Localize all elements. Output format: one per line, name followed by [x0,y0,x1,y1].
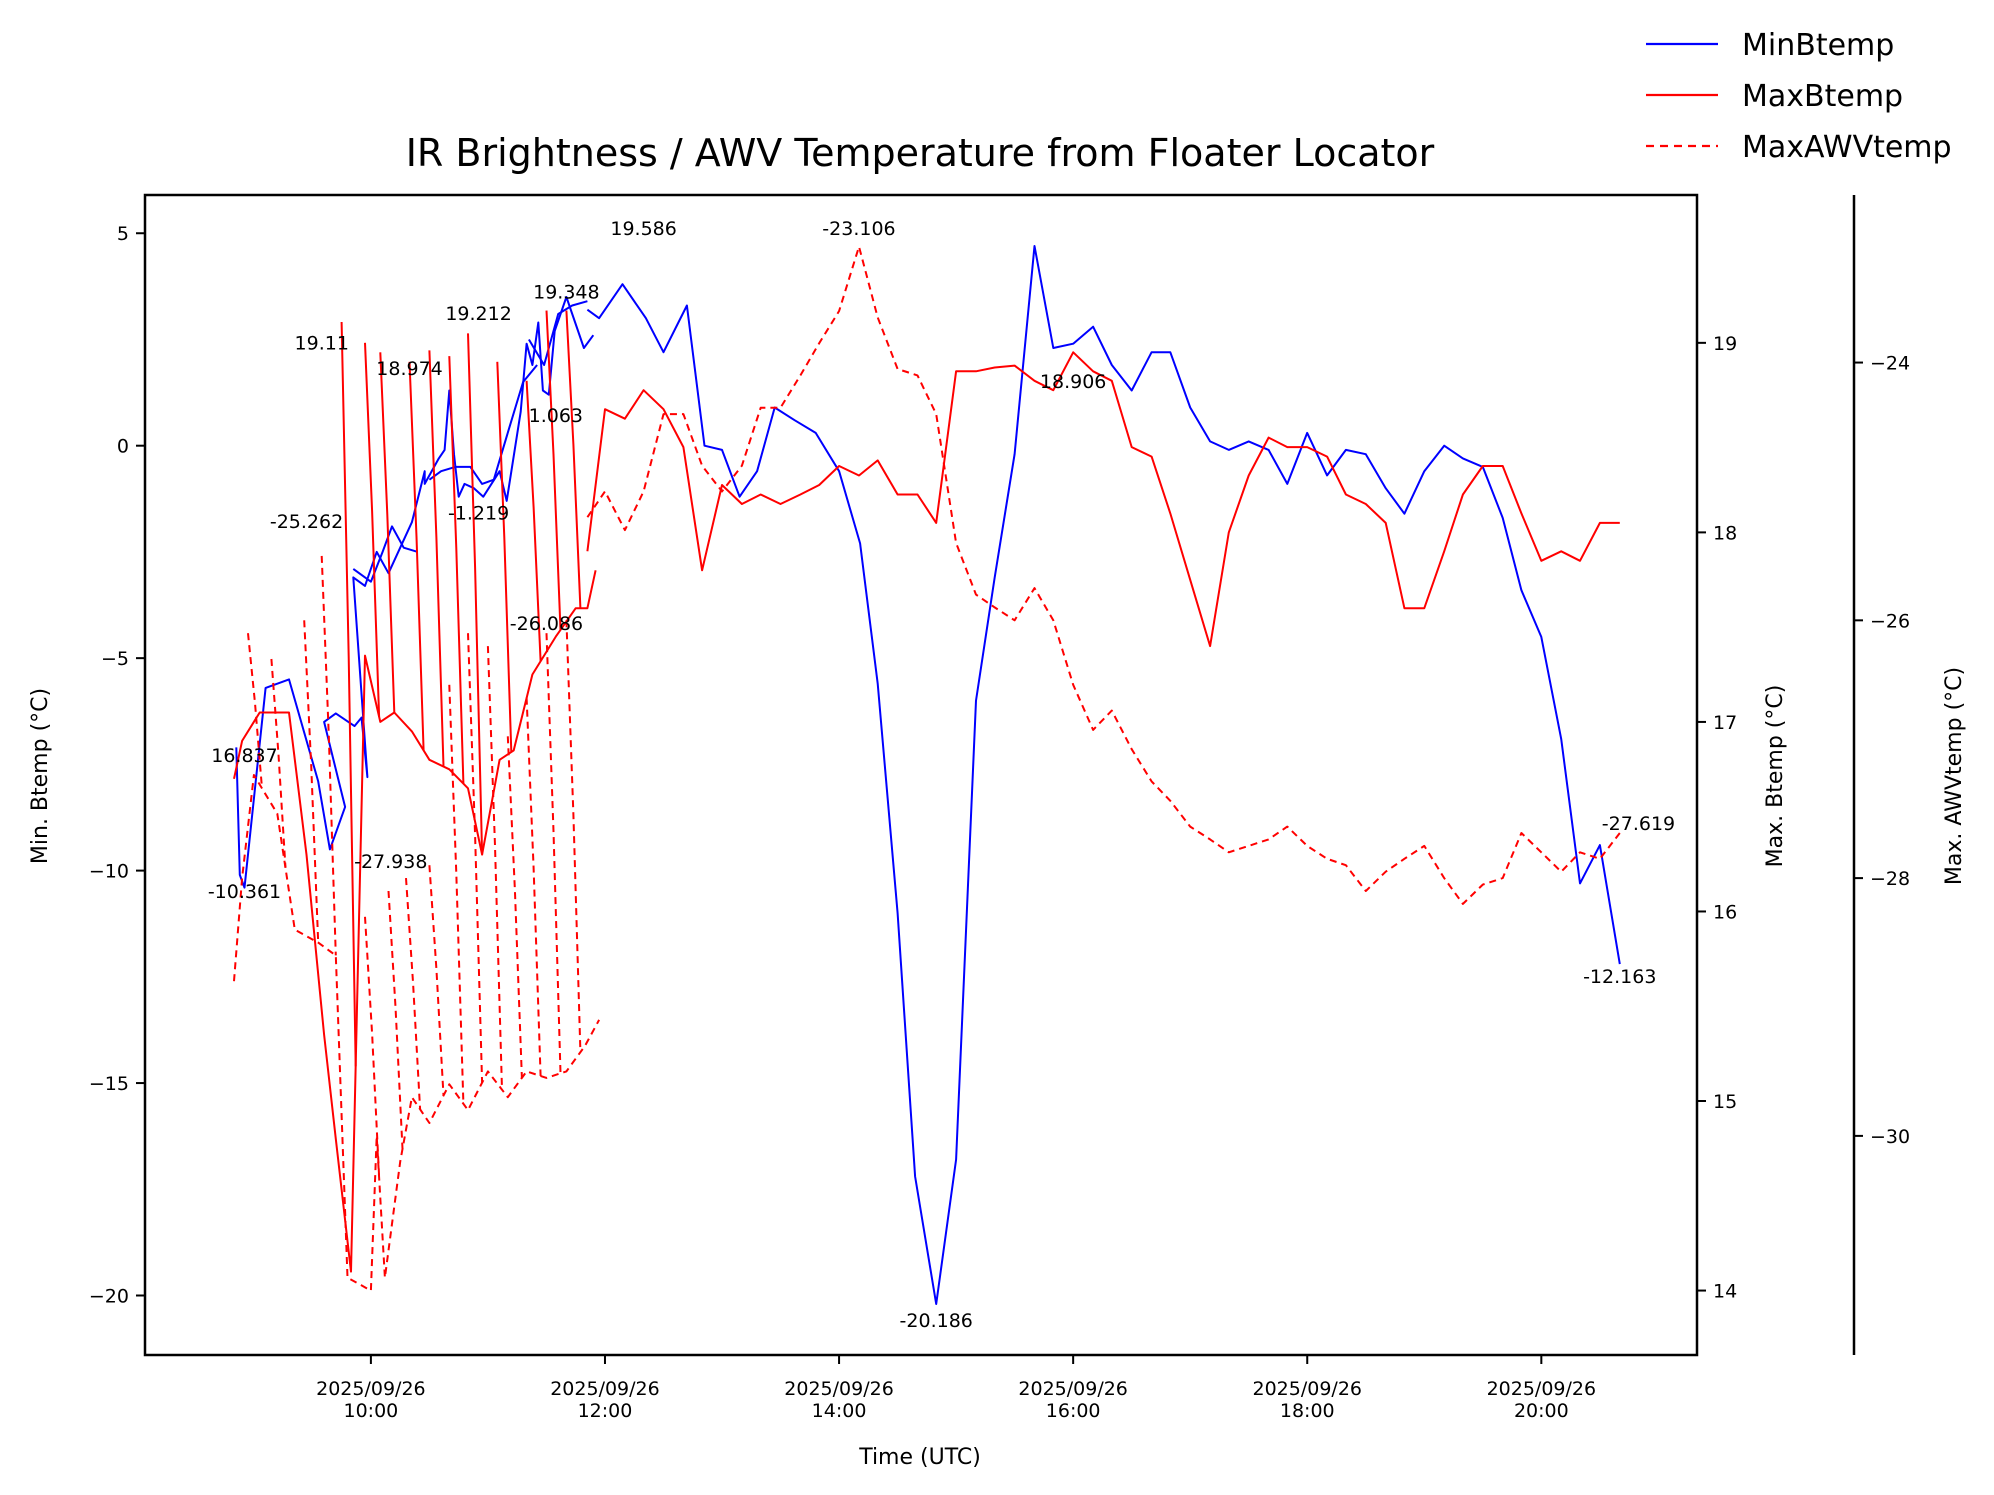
data-annotation-15: -12.163 [1583,966,1656,988]
x-tick-label-date-4: 2025/09/26 [1252,1378,1362,1400]
data-annotation-0: 19.586 [610,218,676,240]
maxbtemp-spike-10 [565,310,582,609]
y-right2-tick-label-2: −28 [1870,868,1910,890]
maxbtemp-spike-1 [364,342,381,717]
legend-label-2: MaxAWVtemp [1742,130,1952,165]
minbtemp-segment-2 [528,300,588,366]
maxbtemp-spike-4 [428,350,445,767]
plot-frame [143,193,1699,1357]
data-annotation-12: -27.938 [354,851,427,873]
y-left-tick-label-1: 0 [117,436,129,458]
x-tick-label-time-5: 20:00 [1514,1400,1569,1422]
data-annotation-2: 19.348 [533,282,599,304]
maxawvtemp-spike-8 [448,684,465,1104]
data-annotation-16: -20.186 [900,1310,973,1332]
maxbtemp-spike-3 [408,361,425,751]
x-axis-label: Time (UTC) [858,1445,981,1470]
data-annotation-14: -27.619 [1602,813,1675,835]
y-right-tick-label-2: 17 [1713,712,1737,734]
maxbtemp-low-run [233,570,597,1273]
x-tick-label-date-2: 2025/09/26 [784,1378,894,1400]
maxawvtemp-line [586,245,1621,905]
minbtemp-segment-1 [428,364,538,485]
maxawvtemp-spike-3 [320,555,337,956]
maxawvtemp-spike-10 [486,646,503,1090]
y-right2-tick-label-1: −26 [1870,610,1910,632]
x-tick-label-time-0: 10:00 [344,1400,399,1422]
y-left-tick-label-5: −20 [89,1286,129,1308]
y-right2-tick-label-0: −24 [1870,353,1910,375]
x-tick-label-date-1: 2025/09/26 [550,1378,660,1400]
minbtemp-line [586,245,1621,1305]
maxbtemp-spike-0 [340,321,357,1067]
minbtemp-line-early [235,296,595,889]
series-layer [233,245,1621,1305]
y-right-tick-label-0: 19 [1713,333,1737,355]
x-tick-label-time-3: 16:00 [1046,1400,1101,1422]
y-left-tick-label-4: −15 [89,1073,129,1095]
legend-label-0: MinBtemp [1742,28,1894,63]
y-left-tick-label-3: −10 [89,861,129,883]
maxbtemp-spike-5 [448,356,465,784]
x-tick-label-date-3: 2025/09/26 [1018,1378,1128,1400]
data-annotation-5: 18.974 [376,358,442,380]
maxawvtemp-spike-14 [565,620,582,1053]
y-left-tick-label-2: −5 [101,648,129,670]
data-annotation-1: -23.106 [822,218,895,240]
y-left-tick-label-0: 5 [117,223,129,245]
maxawvtemp-spike-5 [387,890,404,1149]
maxbtemp-spike-9 [545,310,562,630]
annotation-layer: 19.586 -23.106 19.348 19.212 19.11 18.974 18.9… [208,218,1675,1332]
y-axis-label-right: Max. Btemp (°C) [1763,685,1788,868]
y-right-tick-label-4: 15 [1713,1091,1737,1113]
maxbtemp-spike-2 [379,352,396,713]
x-tick-label-time-1: 12:00 [578,1400,633,1422]
y-axis-label-left: Min. Btemp (°C) [28,688,53,864]
y-right-tick-label-3: 16 [1713,901,1737,923]
maxbtemp-spike-6 [467,333,484,855]
data-annotation-9: -25.262 [270,511,343,533]
axes-layer: 2025/09/2610:002025/09/2612:002025/09/26… [89,193,1910,1422]
maxawvtemp-low-run [233,774,600,1292]
data-annotation-8: -1.219 [448,503,509,525]
legend: MinBtemp MaxBtemp MaxAWVtemp [1646,28,1952,165]
data-annotation-4: 19.11 [295,333,349,355]
maxawvtemp-spike-11 [506,736,523,1078]
data-annotation-3: 19.212 [445,303,511,325]
x-tick-label-time-4: 18:00 [1280,1400,1335,1422]
maxawvtemp-spike-4 [364,916,381,1177]
maxbtemp-spike-7 [496,361,513,752]
data-annotation-13: -10.361 [208,881,281,903]
legend-label-1: MaxBtemp [1742,79,1903,114]
data-annotation-11: 16.837 [211,745,277,767]
data-annotation-6: 18.906 [1040,371,1106,393]
y-axis-label-right2: Max. AWVtemp (°C) [1942,667,1967,885]
x-tick-label-time-2: 14:00 [812,1400,867,1422]
maxbtemp-line [586,351,1620,648]
x-tick-label-date-0: 2025/09/26 [316,1378,426,1400]
y-right2-tick-label-3: −30 [1870,1126,1910,1148]
maxawvtemp-spike-1 [270,658,287,868]
maxbtemp-spike-8 [525,380,542,662]
y-right-tick-label-1: 18 [1713,522,1737,544]
data-annotation-7: 1.063 [529,405,583,427]
maxawvtemp-spike-13 [545,633,562,1074]
maxawvtemp-spike-2 [303,620,320,943]
maxawvtemp-spike-12 [525,697,542,1077]
data-annotation-10: -26.086 [510,613,583,635]
chart-title: IR Brightness / AWV Temperature from Flo… [406,131,1435,175]
x-tick-label-date-5: 2025/09/26 [1487,1378,1597,1400]
y-right-tick-label-5: 14 [1713,1281,1737,1303]
